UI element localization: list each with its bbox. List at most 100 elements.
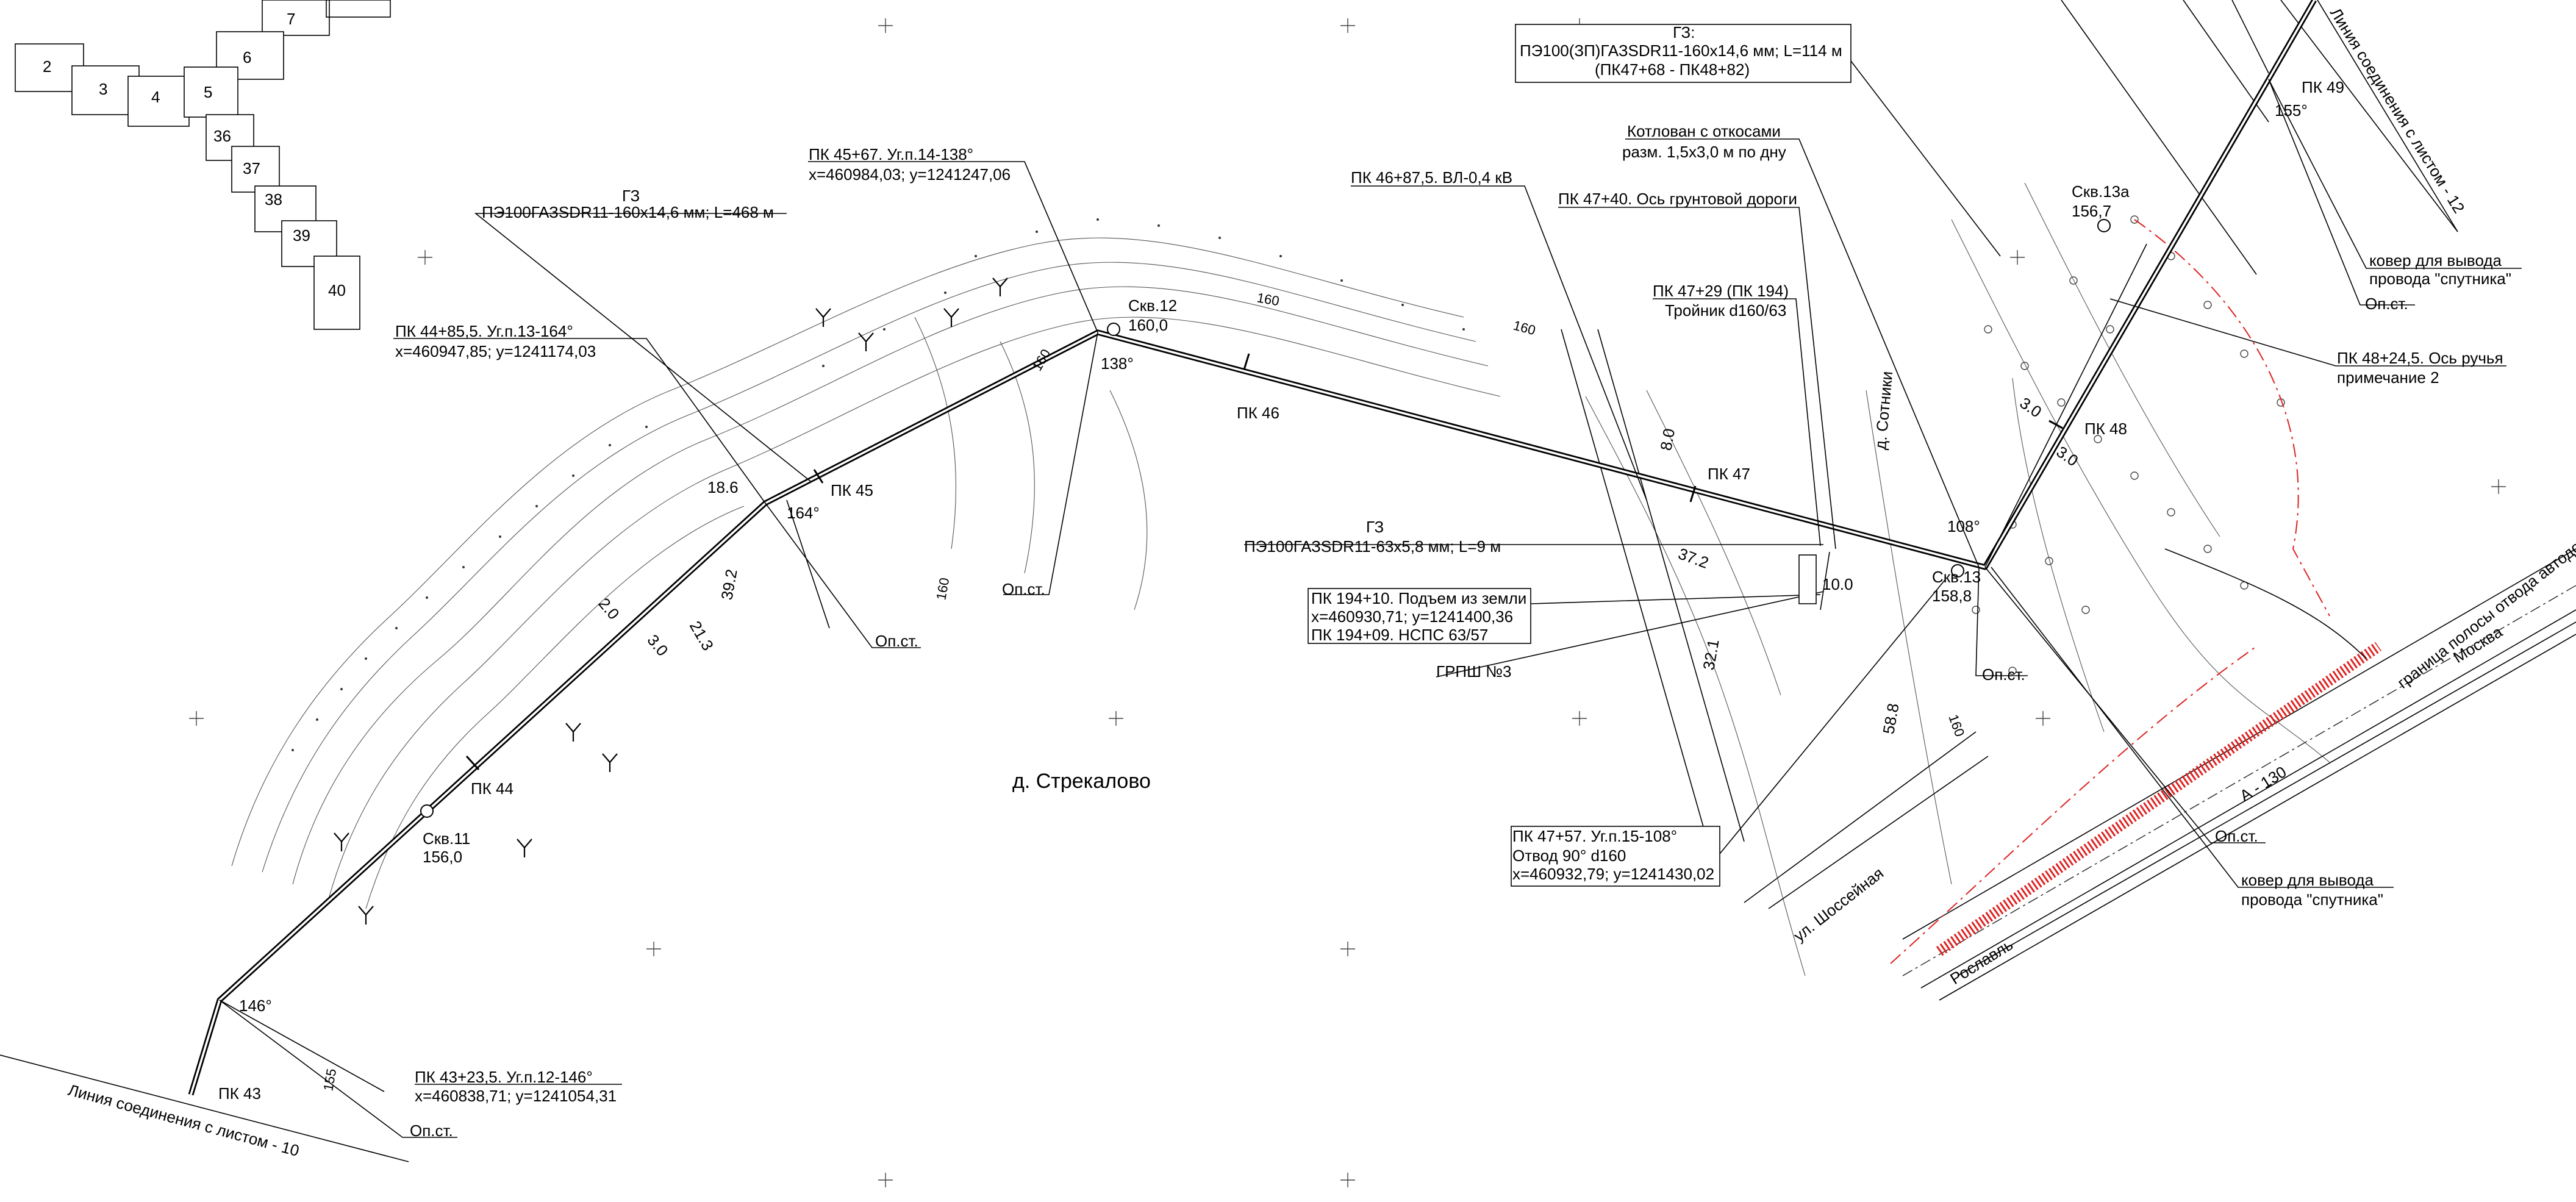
op-st-label: Оп.ст. <box>410 1122 453 1140</box>
well-12[interactable]: Скв.12 160,0 <box>1107 296 1177 336</box>
callout-pk47-57[interactable]: ПК 47+57. Уг.п.15-108° Отвод 90° d160 х=… <box>1511 579 1946 887</box>
svg-text:х=460838,71; у=1241054,31: х=460838,71; у=1241054,31 <box>415 1087 617 1105</box>
svg-text:ПК 47+40. Ось грунтовой дороги: ПК 47+40. Ось грунтовой дороги <box>1558 190 1797 208</box>
boundary-line[interactable] <box>1890 219 2330 964</box>
callout-vl[interactable]: ПК 46+87,5. ВЛ-0,4 кВ <box>1351 168 1647 501</box>
callout-pk43[interactable]: ПК 43+23,5. Уг.п.12-146° х=460838,71; у=… <box>219 1000 622 1140</box>
callout-pk45[interactable]: ПК 45+67. Уг.п.14-138° х=460984,03; у=12… <box>808 145 1098 598</box>
boundary-label: граница полосы отвода автодороги <box>2394 518 2576 692</box>
road-crossing-hatch[interactable] <box>1936 642 2382 956</box>
joint-line-left[interactable] <box>0 1054 409 1162</box>
svg-text:156,7: 156,7 <box>2072 202 2111 220</box>
svg-text:ГЗ: ГЗ <box>622 187 640 205</box>
svg-text:ковер для вывода: ковер для вывода <box>2241 871 2374 889</box>
picket-label-46: ПК 46 <box>1237 404 1279 422</box>
street-name: ул. Шоссейная <box>1790 864 1887 945</box>
svg-text:х=460930,71; у=1241400,36: х=460930,71; у=1241400,36 <box>1311 607 1513 626</box>
sheet-box-7[interactable] <box>326 0 391 18</box>
road-a130-centerline[interactable] <box>1902 585 2576 976</box>
angle-label-146: 146° <box>239 996 272 1015</box>
dim-3-0: 3.0 <box>643 631 671 660</box>
svg-text:ПК 194+10. Подъем из земли: ПК 194+10. Подъем из земли <box>1311 589 1526 607</box>
sheet-label-37: 37 <box>243 159 260 177</box>
callout-grpsh[interactable]: ГРПШ №3 <box>1436 554 1824 681</box>
svg-text:ПК 43+23,5. Уг.п.12-146°: ПК 43+23,5. Уг.п.12-146° <box>415 1068 593 1086</box>
svg-text:ГРПШ №3: ГРПШ №3 <box>1436 662 1512 681</box>
picket-label-48: ПК 48 <box>2084 420 2127 438</box>
svg-text:ПЭ100(ЗП)ГАЗSDR11-160х14,6 мм;: ПЭ100(ЗП)ГАЗSDR11-160х14,6 мм; L=114 м <box>1520 41 1842 60</box>
picket-label-49: ПК 49 <box>2302 78 2344 96</box>
callout-tee[interactable]: ПК 47+29 (ПК 194) Тройник d160/63 <box>1653 282 1821 546</box>
svg-text:(ПК47+68 - ПК48+82): (ПК47+68 - ПК48+82) <box>1595 60 1750 79</box>
svg-text:Оп.ст.: Оп.ст. <box>2215 827 2258 845</box>
svg-text:х=460947,85; у=1241174,03: х=460947,85; у=1241174,03 <box>395 342 596 360</box>
callout-road-axis[interactable]: ПК 47+40. Ось грунтовой дороги <box>1558 190 1836 549</box>
road-a130-edge-3[interactable] <box>1957 621 2576 976</box>
svg-text:Скв.13а: Скв.13а <box>2072 182 2130 201</box>
svg-text:Отвод 90° d160: Отвод 90° d160 <box>1512 846 1626 865</box>
well-13a[interactable]: Скв.13а 156,7 <box>2072 182 2130 232</box>
callout-gz2[interactable]: ГЗ ПЭ100ГАЗSDR11-63х5,8 мм; L=9 м <box>1244 518 1823 556</box>
svg-text:160: 160 <box>933 576 952 601</box>
svg-text:158,8: 158,8 <box>1932 587 1972 605</box>
village-name: д. Стрекалово <box>1012 770 1151 793</box>
callout-kotlovan[interactable]: Котлован с откосами разм. 1,5х3,0 м по д… <box>1622 122 1980 568</box>
svg-text:160,0: 160,0 <box>1128 316 1168 334</box>
dim-32-1: 32.1 <box>1699 638 1722 671</box>
dim-58-8: 58.8 <box>1879 702 1902 735</box>
callout-pk44[interactable]: ПК 44+85,5. Уг.п.13-164° х=460947,85; у=… <box>393 322 921 650</box>
svg-text:160: 160 <box>1945 712 1967 739</box>
callout-gz-top[interactable]: ГЗ: ПЭ100(ЗП)ГАЗSDR11-160х14,6 мм; L=114… <box>1515 23 2001 257</box>
well-11[interactable]: Скв.11 156,0 <box>420 804 470 866</box>
dim-3-0b: 3.0 <box>2017 393 2045 421</box>
contour-lines <box>231 182 2330 976</box>
dim-18-6: 18.6 <box>707 478 739 496</box>
svg-text:ПЭ100ГАЗSDR11-63х5,8 мм; L=9 м: ПЭ100ГАЗSDR11-63х5,8 мм; L=9 м <box>1244 537 1501 556</box>
svg-text:Скв.11: Скв.11 <box>423 829 470 848</box>
svg-text:примечание 2: примечание 2 <box>2337 368 2439 387</box>
svg-text:ПК 194+09. НСПС 63/57: ПК 194+09. НСПС 63/57 <box>1311 626 1488 644</box>
callout-rise[interactable]: ПК 194+10. Подъем из земли х=460930,71; … <box>1308 588 1821 644</box>
svg-text:160: 160 <box>1029 346 1054 373</box>
well-13[interactable]: Скв.13 158,8 <box>1932 564 1981 605</box>
sheet-box-7b[interactable] <box>262 0 330 36</box>
contour-labels: 160 155 160 160 160 160 <box>320 290 1967 1092</box>
road-a130-edge-2[interactable] <box>1939 634 2576 1001</box>
picket-label-45: ПК 45 <box>831 481 873 499</box>
sheet-label-38: 38 <box>265 190 282 209</box>
svg-text:ПК 47+29 (ПК 194): ПК 47+29 (ПК 194) <box>1653 282 1789 300</box>
sheet-index: 7 6 2 3 4 5 36 37 38 39 40 <box>15 0 391 330</box>
sheet-label-2: 2 <box>43 57 51 76</box>
callout-stream[interactable]: ПК 48+24,5. Ось ручья примечание 2 <box>2109 298 2506 387</box>
callout-kover-top[interactable]: ковер для вывода провода "спутника" Оп.с… <box>2268 79 2522 313</box>
joint-left-label: Линия соединения с листом - 10 <box>66 1081 301 1160</box>
svg-text:Котлован с откосами: Котлован с откосами <box>1627 122 1781 140</box>
svg-text:ПК 48+24,5. Ось ручья: ПК 48+24,5. Ось ручья <box>2337 349 2503 367</box>
dim-8-0: 8.0 <box>1656 427 1678 452</box>
sheet-box-40[interactable] <box>313 256 360 330</box>
angle-label-138: 138° <box>1101 354 1134 373</box>
callout-kover-bottom[interactable]: ковер для вывода провода "спутника" Оп.с… <box>1975 567 2394 909</box>
svg-text:ПК 44+85,5. Уг.п.13-164°: ПК 44+85,5. Уг.п.13-164° <box>395 322 573 340</box>
roads <box>1744 219 2576 1001</box>
svg-text:Оп.ст.: Оп.ст. <box>1982 665 2025 684</box>
sheet-label-6: 6 <box>243 48 251 66</box>
dim-10-0: 10.0 <box>1822 575 1853 593</box>
sheet-label-40: 40 <box>328 281 346 299</box>
street-shosseynaya[interactable] <box>1744 731 1977 903</box>
svg-text:ГЗ: ГЗ <box>1366 518 1384 536</box>
sheet-label-3: 3 <box>99 80 107 98</box>
callout-gz1[interactable]: ГЗ ПЭ100ГАЗSDR11-160х14,6 мм; L=468 м <box>474 187 812 482</box>
svg-text:Скв.12: Скв.12 <box>1128 296 1177 315</box>
road-a130-edge-4[interactable] <box>1902 548 2576 940</box>
dim-37-2: 37.2 <box>1676 544 1711 572</box>
sheet-label-36: 36 <box>213 127 231 145</box>
joint-line-right[interactable] <box>2317 0 2458 232</box>
joint-right-label: Линия соединения с листом - 12 <box>2327 4 2469 216</box>
picket-label-44: ПК 44 <box>471 779 513 798</box>
svg-text:провода "спутника": провода "спутника" <box>2369 270 2511 288</box>
sheet-label-7: 7 <box>287 10 295 28</box>
road-a130-edge-1[interactable] <box>1920 609 2576 989</box>
sheet-label-4: 4 <box>151 88 160 106</box>
